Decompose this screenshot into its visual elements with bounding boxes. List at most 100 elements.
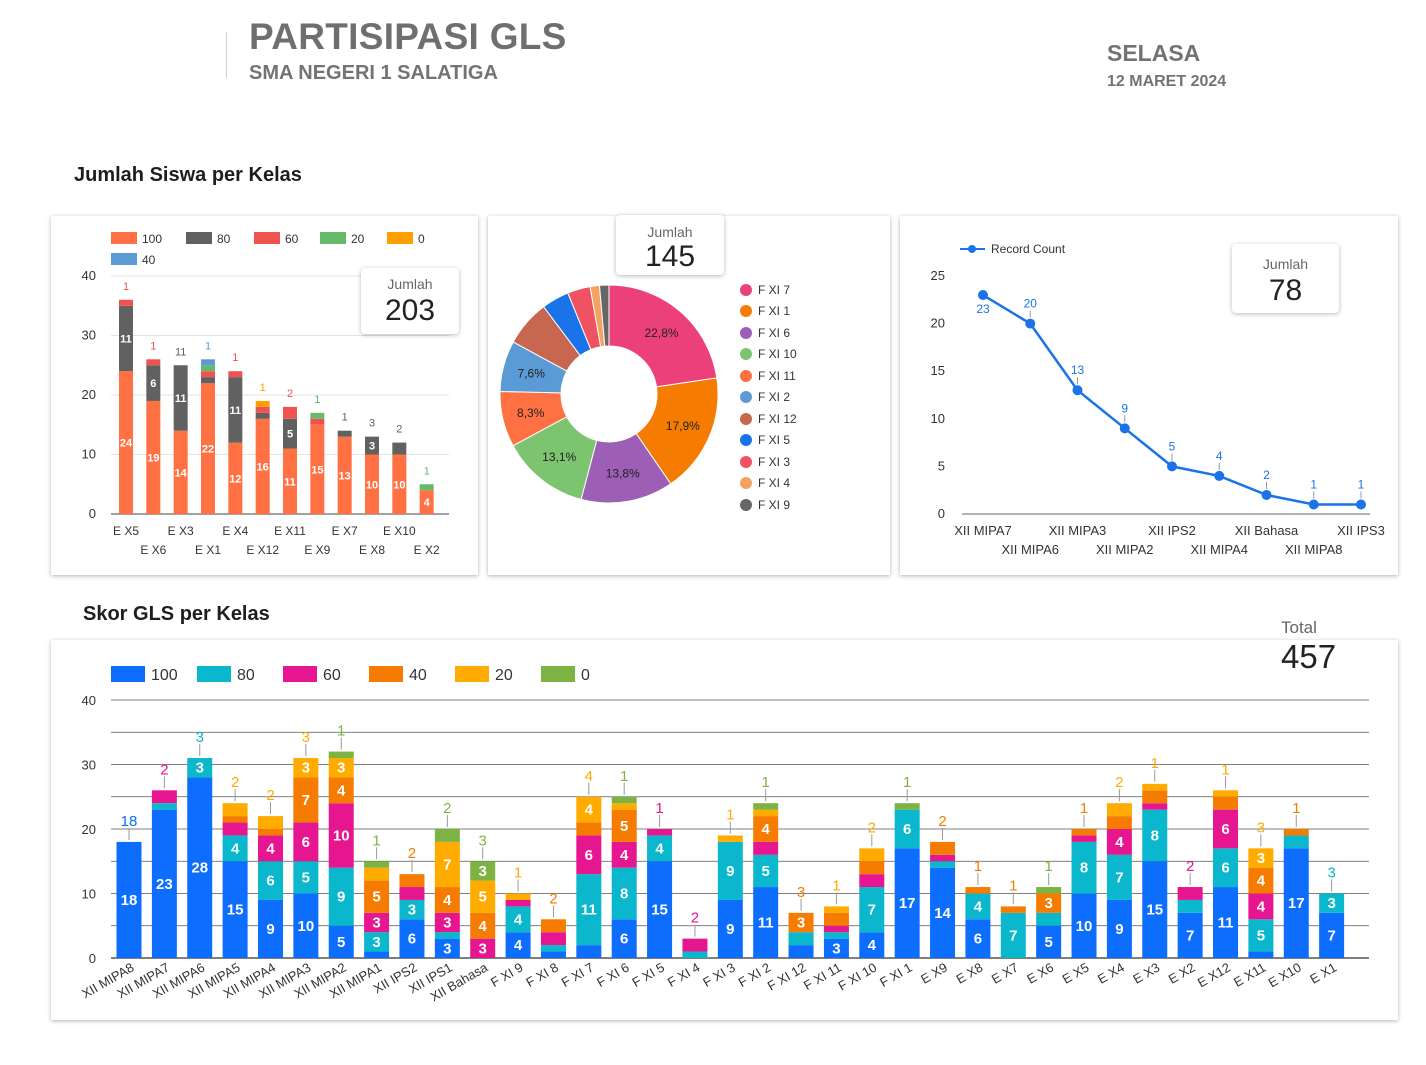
x-tick-label: E X4 [222,524,248,538]
data-label: 11 [581,902,597,919]
bar-segment [753,854,779,888]
data-label: 16 [257,461,269,473]
bar-segment [365,454,379,514]
bar-segment [364,951,390,958]
bar-segment [228,371,243,378]
x-tick-label: E X5 [1060,960,1092,987]
y-tick-label: 10 [82,887,96,902]
bar-segment [611,841,637,868]
data-label: 13 [1071,363,1085,377]
y-tick-label: 5 [938,458,945,473]
bar-segment [1142,809,1168,862]
y-tick-label: 40 [82,693,96,708]
bar-segment [293,758,319,778]
bar-segment [1036,893,1062,913]
bar-segment [146,359,161,366]
data-label: 3 [408,902,416,919]
data-label: 5 [287,429,293,441]
bar-segment [1142,861,1168,958]
x-tick-label: XII MIPA6 [1001,542,1059,557]
bar-segment [364,912,390,933]
bar-segment [576,945,602,958]
data-label: 2 [1115,774,1123,791]
bar-segment [505,932,531,958]
donut-slice [598,284,610,347]
slice-label: 7,6% [518,366,546,380]
bar-segment [788,932,814,946]
bar-segment [255,418,270,514]
data-label: 4 [620,847,629,864]
bar-segment [1177,912,1203,958]
data-label: 5 [1044,934,1052,951]
x-tick-label: XII MIPA3 [1049,523,1107,538]
data-label: 4 [1257,873,1266,890]
score-card-kelas-xii: Jumlah 78 [1232,244,1339,313]
bar-segment [1177,899,1203,913]
legend-dot [740,348,752,361]
legend-marker [968,245,976,253]
bar-segment [434,932,460,939]
bar-segment [392,442,407,455]
data-label: 4 [337,782,346,799]
bar-segment [753,803,779,810]
bar-segment [434,938,460,958]
bar-segment [222,816,248,823]
data-label: 4 [1257,898,1266,915]
bar-segment [1177,887,1203,900]
bar-segment [328,751,354,759]
bar-segment [119,371,133,514]
bar-segment [505,906,531,933]
data-label: 3 [479,832,487,849]
data-label: 4 [1115,834,1124,851]
x-tick-label: XII MIPA2 [1096,542,1154,557]
legend-label: 100 [151,667,178,684]
bar-segment [151,803,177,810]
data-label: 9 [726,863,734,880]
data-label: 4 [868,937,877,954]
data-label: 10 [1076,918,1093,935]
data-label: 18 [121,813,138,830]
x-tick-label: XII IPS2 [1148,523,1196,538]
bar-segment [399,874,425,888]
chart-card-kelas-x: 0 10 20 30 40 100 80 60 20 0 40 24 11 1 E X5 19 6 1 E X6 14… [51,216,478,575]
data-label: 2 [266,787,274,804]
x-tick-label: F XI 3 [700,960,738,990]
bar-segment [823,925,849,933]
bar-segment [419,484,434,491]
legend-swatch [455,666,489,682]
y-tick-label: 10 [931,411,945,426]
bar-segment [647,861,673,958]
bar-segment [505,893,531,900]
score-value: 78 [1268,274,1303,307]
bar-segment [470,912,496,939]
bar-segment [1248,893,1274,920]
bar-segment [328,803,354,868]
data-label: 15 [311,464,323,476]
bar-segment [611,809,637,842]
x-tick-label: E X3 [168,524,194,538]
y-tick-label: 40 [82,268,96,283]
bar-segment [222,803,248,817]
bar-segment [859,874,885,888]
line-point [1119,423,1130,434]
data-label: 10 [333,827,350,844]
bar-segment [894,803,920,810]
x-tick-label: XII MIPA7 [954,523,1012,538]
data-label: 20 [1024,297,1038,311]
x-tick-label: E X10 [1266,960,1304,991]
legend-item: F XI 7 [740,279,797,301]
data-label: 24 [120,438,133,450]
bar-segment [470,880,496,913]
y-tick-label: 30 [82,328,96,343]
bar-segment [1142,783,1168,791]
x-tick-label: E X11 [274,524,306,538]
data-label: 3 [372,915,380,932]
data-label: 6 [585,847,593,864]
bar-segment [823,938,849,958]
bar-segment [173,430,188,514]
bar-segment [1036,925,1062,958]
data-label: 2 [938,813,946,830]
bar-segment [151,809,177,958]
data-label: 10 [366,479,378,491]
legend-label: F XI 5 [758,433,791,448]
